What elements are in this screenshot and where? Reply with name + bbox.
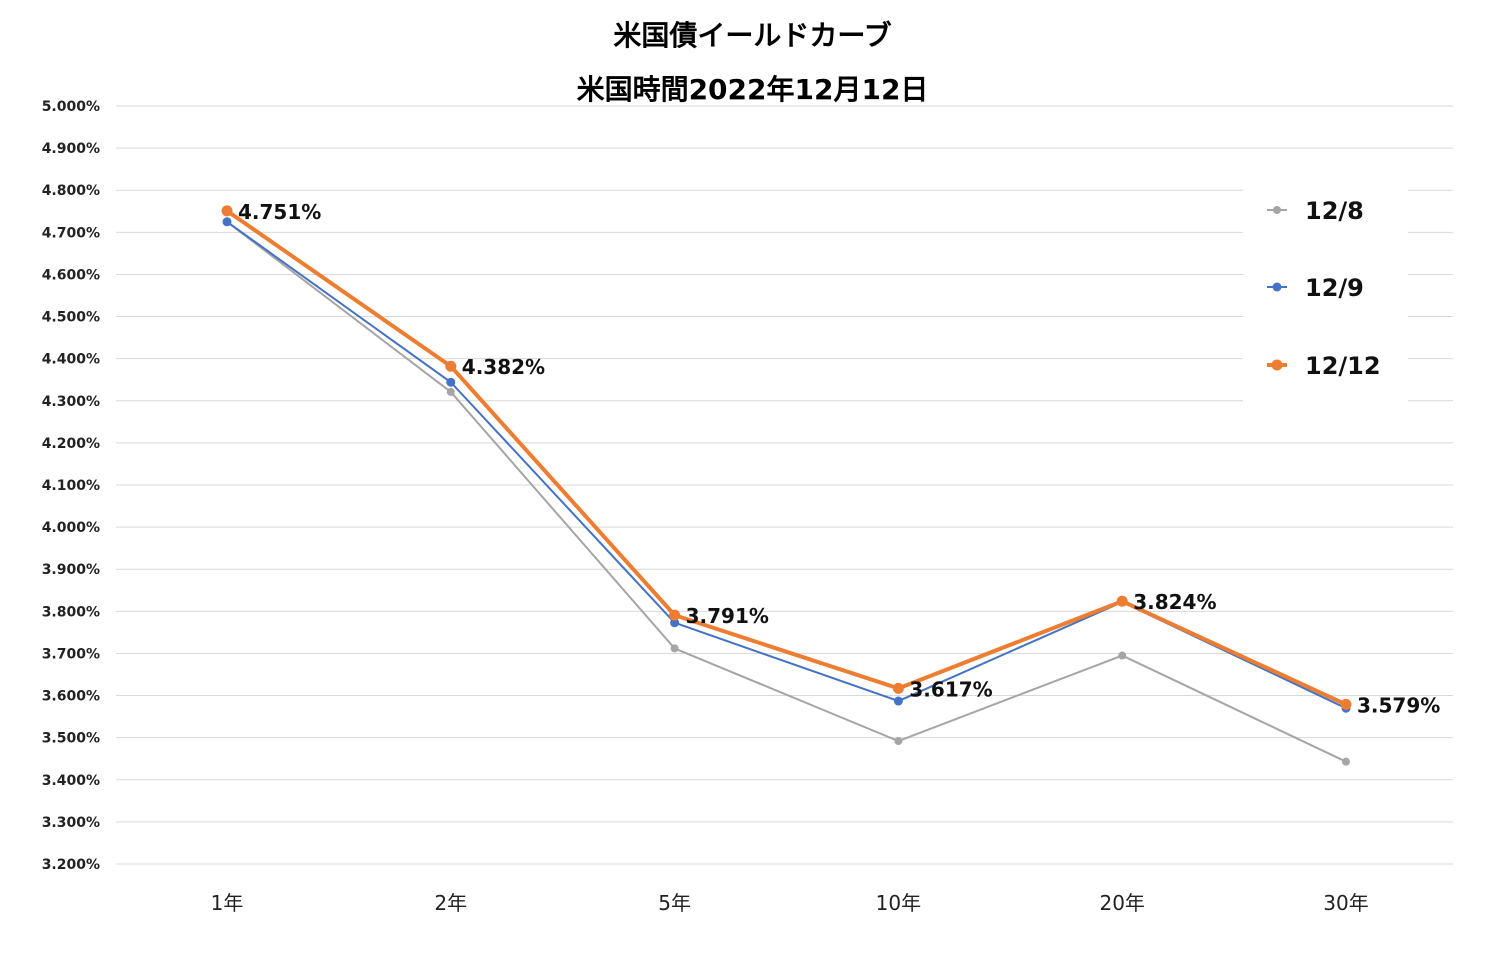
y-tick-label: 4.700% xyxy=(42,225,100,241)
data-label: 3.617% xyxy=(909,677,992,701)
legend-label: 12/12 xyxy=(1305,352,1381,380)
y-tick-label: 3.800% xyxy=(42,604,100,620)
y-tick-label: 5.000% xyxy=(42,99,100,115)
data-point xyxy=(1116,595,1128,607)
y-tick-label: 3.200% xyxy=(42,857,100,873)
data-label: 4.751% xyxy=(238,200,321,224)
chart-subtitle: 米国時間2022年12月12日 xyxy=(576,73,929,106)
data-point xyxy=(670,618,680,628)
x-tick-label: 30年 xyxy=(1323,891,1368,915)
legend-swatch-marker xyxy=(1271,359,1283,371)
legend-swatch-marker xyxy=(1273,206,1281,214)
data-label: 3.791% xyxy=(686,604,769,628)
series-line-12-9 xyxy=(226,220,1347,710)
x-tick-label: 10年 xyxy=(876,891,921,915)
y-tick-label: 3.400% xyxy=(42,773,100,789)
legend-box xyxy=(1243,180,1408,405)
y-tick-label: 4.800% xyxy=(42,183,100,199)
y-tick-label: 4.600% xyxy=(42,267,100,283)
data-point xyxy=(446,377,456,387)
series-line-12-8 xyxy=(226,221,1347,763)
x-tick-label: 5年 xyxy=(658,891,691,915)
data-point xyxy=(221,205,233,217)
y-tick-label: 4.500% xyxy=(42,310,100,326)
legend-label: 12/9 xyxy=(1305,274,1364,302)
data-point xyxy=(894,737,903,746)
data-point xyxy=(1118,651,1127,660)
x-tick-label: 2年 xyxy=(434,891,467,915)
y-tick-label: 3.600% xyxy=(42,689,100,705)
series-line-12-12 xyxy=(225,209,1347,707)
data-point xyxy=(222,217,232,227)
data-point xyxy=(893,696,903,706)
data-point xyxy=(892,682,904,694)
y-tick-label: 3.500% xyxy=(42,731,100,747)
legend-label: 12/8 xyxy=(1305,197,1364,225)
y-tick-label: 4.900% xyxy=(42,141,100,157)
data-label: 4.382% xyxy=(462,355,545,379)
x-tick-label: 1年 xyxy=(211,891,244,915)
data-label: 3.579% xyxy=(1357,693,1440,717)
data-point xyxy=(446,387,455,396)
y-tick-label: 3.700% xyxy=(42,646,100,662)
data-point xyxy=(1342,757,1350,766)
y-tick-label: 3.900% xyxy=(42,562,100,578)
chart-title: 米国債イールドカーブ xyxy=(613,19,892,52)
y-tick-label: 4.400% xyxy=(42,352,100,368)
data-point xyxy=(1340,698,1352,710)
y-tick-label: 4.000% xyxy=(42,520,100,536)
y-tick-label: 4.300% xyxy=(42,394,100,410)
y-tick-label: 4.200% xyxy=(42,436,100,452)
x-tick-label: 20年 xyxy=(1099,891,1144,915)
data-label: 3.824% xyxy=(1133,590,1216,614)
data-point xyxy=(445,360,457,372)
y-tick-label: 3.300% xyxy=(42,815,100,831)
data-point xyxy=(670,644,679,653)
data-point xyxy=(669,609,681,621)
legend-swatch-marker xyxy=(1272,282,1282,292)
y-tick-label: 4.100% xyxy=(42,478,100,494)
